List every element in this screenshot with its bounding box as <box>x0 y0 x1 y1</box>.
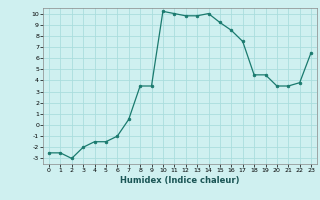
X-axis label: Humidex (Indice chaleur): Humidex (Indice chaleur) <box>120 176 240 185</box>
